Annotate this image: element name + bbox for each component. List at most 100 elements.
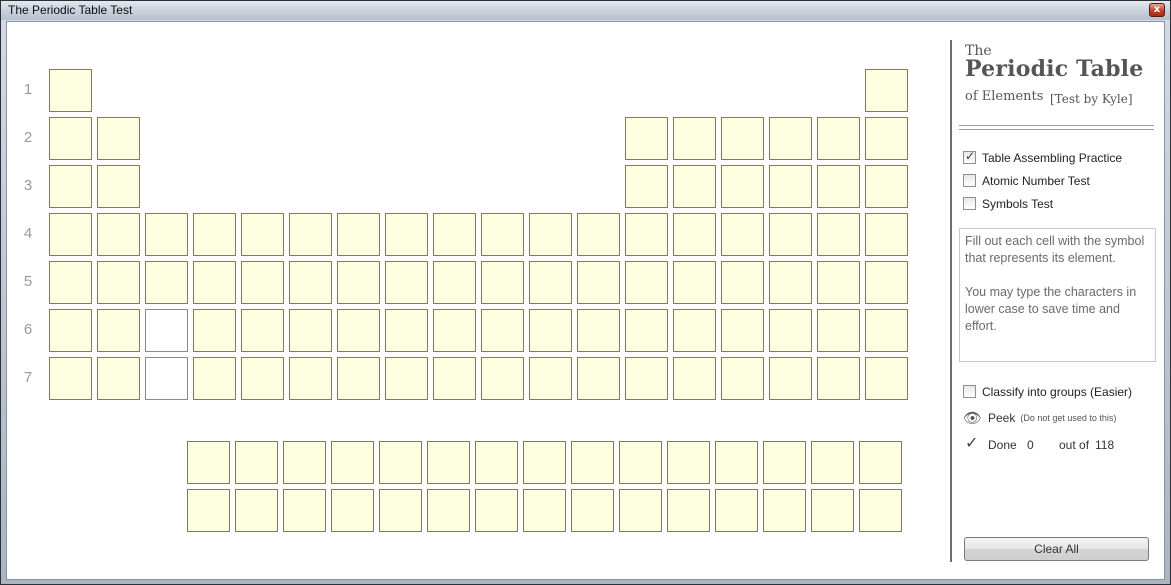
element-cell[interactable] [283, 489, 326, 532]
element-cell[interactable] [193, 261, 236, 304]
element-cell[interactable] [715, 489, 758, 532]
element-cell[interactable] [433, 357, 476, 400]
element-cell[interactable] [385, 213, 428, 256]
element-cell[interactable] [721, 213, 764, 256]
element-cell[interactable] [619, 441, 662, 484]
element-cell[interactable] [523, 441, 566, 484]
element-cell[interactable] [721, 165, 764, 208]
element-cell[interactable] [673, 117, 716, 160]
element-cell[interactable] [721, 117, 764, 160]
element-cell[interactable] [385, 261, 428, 304]
element-cell[interactable] [331, 441, 374, 484]
element-cell[interactable] [289, 261, 332, 304]
symbols-checkbox[interactable] [963, 197, 976, 210]
element-cell[interactable] [97, 117, 140, 160]
mode-table-assembling[interactable]: Table Assembling Practice [963, 149, 1122, 165]
element-cell[interactable] [619, 489, 662, 532]
element-cell[interactable] [529, 357, 572, 400]
element-cell[interactable] [289, 309, 332, 352]
element-cell[interactable] [379, 489, 422, 532]
element-cell[interactable] [145, 213, 188, 256]
element-cell[interactable] [193, 357, 236, 400]
mode-atomic-number[interactable]: Atomic Number Test [963, 173, 1090, 188]
element-cell[interactable] [187, 441, 230, 484]
element-cell[interactable] [577, 309, 620, 352]
element-cell[interactable] [673, 213, 716, 256]
element-cell[interactable] [817, 213, 860, 256]
classify-option[interactable]: Classify into groups (Easier) [963, 384, 1132, 399]
element-cell[interactable] [283, 441, 326, 484]
element-cell[interactable] [811, 489, 854, 532]
element-cell[interactable] [481, 357, 524, 400]
classify-checkbox[interactable] [963, 385, 976, 398]
element-cell[interactable] [571, 441, 614, 484]
element-cell[interactable] [811, 441, 854, 484]
element-cell[interactable] [673, 357, 716, 400]
element-cell[interactable] [97, 213, 140, 256]
element-cell[interactable] [769, 213, 812, 256]
element-cell[interactable] [769, 117, 812, 160]
element-cell[interactable] [49, 357, 92, 400]
element-cell[interactable] [241, 357, 284, 400]
element-cell[interactable] [721, 309, 764, 352]
element-cell[interactable] [769, 309, 812, 352]
element-cell[interactable] [193, 213, 236, 256]
element-cell[interactable] [427, 441, 470, 484]
element-cell[interactable] [433, 261, 476, 304]
element-cell[interactable] [331, 489, 374, 532]
element-cell[interactable] [763, 489, 806, 532]
element-cell[interactable] [49, 309, 92, 352]
element-cell[interactable] [577, 261, 620, 304]
element-cell[interactable] [433, 309, 476, 352]
element-cell[interactable] [97, 261, 140, 304]
element-cell[interactable] [433, 213, 476, 256]
element-cell[interactable] [235, 489, 278, 532]
element-cell[interactable] [721, 357, 764, 400]
element-cell[interactable] [97, 357, 140, 400]
element-cell[interactable] [715, 441, 758, 484]
element-cell[interactable] [187, 489, 230, 532]
element-cell[interactable] [865, 213, 908, 256]
element-cell[interactable] [763, 441, 806, 484]
element-cell[interactable] [721, 261, 764, 304]
element-cell[interactable] [625, 165, 668, 208]
element-cell[interactable] [865, 69, 908, 112]
element-cell[interactable] [673, 261, 716, 304]
element-cell[interactable] [577, 213, 620, 256]
element-cell[interactable] [625, 213, 668, 256]
element-cell[interactable] [529, 309, 572, 352]
element-cell[interactable] [625, 357, 668, 400]
close-button[interactable]: x [1149, 3, 1165, 17]
element-cell[interactable] [49, 117, 92, 160]
element-cell[interactable] [481, 213, 524, 256]
element-cell[interactable] [385, 309, 428, 352]
element-cell[interactable] [49, 69, 92, 112]
element-cell[interactable] [379, 441, 422, 484]
element-cell[interactable] [49, 213, 92, 256]
element-cell[interactable] [859, 489, 902, 532]
element-cell[interactable] [289, 357, 332, 400]
element-cell[interactable] [97, 309, 140, 352]
element-cell[interactable] [241, 213, 284, 256]
element-cell[interactable] [337, 213, 380, 256]
title-bar[interactable]: The Periodic Table Test x [1, 1, 1170, 20]
element-cell[interactable] [481, 309, 524, 352]
element-cell[interactable] [289, 213, 332, 256]
element-cell[interactable] [337, 309, 380, 352]
element-cell[interactable] [673, 165, 716, 208]
element-cell[interactable] [865, 165, 908, 208]
element-cell[interactable] [523, 489, 566, 532]
element-cell[interactable] [145, 261, 188, 304]
element-cell[interactable] [385, 357, 428, 400]
element-cell[interactable] [625, 309, 668, 352]
clear-all-button[interactable]: Clear All [964, 537, 1149, 561]
element-cell[interactable] [817, 357, 860, 400]
element-cell[interactable] [667, 441, 710, 484]
element-cell[interactable] [49, 165, 92, 208]
peek-button[interactable]: 👁 Peek (Do not get used to this) [963, 409, 1116, 427]
element-cell[interactable] [97, 165, 140, 208]
element-cell[interactable] [769, 261, 812, 304]
element-cell[interactable] [859, 441, 902, 484]
element-cell[interactable] [667, 489, 710, 532]
element-cell[interactable] [577, 357, 620, 400]
